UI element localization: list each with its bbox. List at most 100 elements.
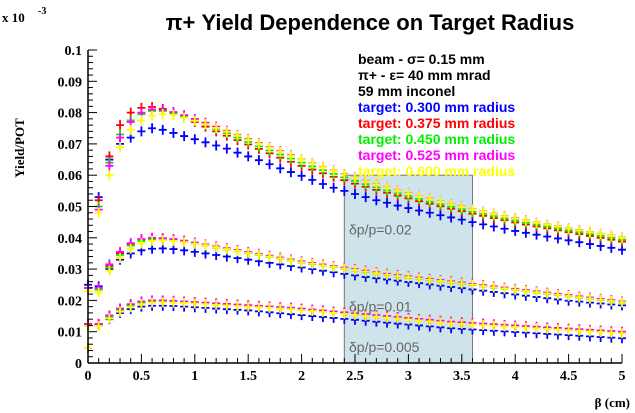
data-point	[148, 123, 157, 134]
data-point	[415, 191, 424, 202]
data-point	[564, 223, 573, 234]
data-point	[254, 249, 263, 260]
data-point	[169, 297, 178, 308]
series-2-4	[84, 297, 626, 339]
data-point	[521, 286, 530, 297]
data-point	[618, 297, 626, 308]
y-tick-label: 0.06	[58, 169, 83, 184]
data-point	[158, 109, 167, 120]
y-tick-label: 0.02	[58, 294, 83, 309]
band-label: δp/p=0.01	[349, 298, 412, 314]
data-point	[553, 221, 562, 232]
data-point	[404, 188, 413, 199]
data-point	[351, 309, 359, 320]
data-point	[489, 320, 498, 331]
data-point	[137, 115, 146, 126]
data-point	[436, 196, 445, 207]
data-point	[575, 292, 584, 303]
data-point	[222, 143, 231, 154]
data-point	[308, 306, 317, 317]
info-material: 59 mm inconel	[358, 83, 455, 99]
y-tick-label: 0.08	[58, 107, 83, 122]
data-point	[254, 138, 263, 149]
data-point	[105, 160, 114, 171]
data-point	[489, 221, 498, 232]
data-point	[137, 126, 146, 137]
data-point	[94, 287, 103, 298]
data-point	[361, 310, 370, 321]
data-point	[233, 130, 242, 141]
data-point	[511, 225, 520, 236]
data-point	[383, 312, 392, 323]
data-point	[265, 159, 274, 170]
data-point	[286, 255, 295, 266]
data-point	[575, 225, 584, 236]
data-point	[351, 265, 359, 276]
data-point	[105, 170, 114, 181]
data-point	[276, 303, 285, 314]
data-point	[351, 188, 359, 199]
data-point	[233, 245, 242, 256]
data-point	[596, 294, 605, 305]
x-tick-label: 3.5	[453, 369, 471, 384]
data-point	[318, 260, 327, 271]
data-point	[457, 214, 466, 225]
data-point	[383, 182, 392, 193]
legend-entry-0375: target: 0.375 mm radius	[358, 115, 515, 131]
data-point	[447, 277, 456, 288]
data-point	[201, 240, 210, 251]
y-tick-label: 0	[75, 357, 82, 372]
data-point	[190, 134, 199, 145]
data-point	[607, 327, 616, 338]
data-point	[404, 314, 413, 325]
data-point	[233, 147, 242, 158]
axes	[87, 49, 623, 364]
data-point	[383, 269, 392, 280]
data-point	[479, 219, 488, 230]
data-point	[436, 210, 445, 221]
data-point	[276, 163, 285, 174]
data-point	[116, 253, 125, 264]
data-point	[308, 258, 317, 269]
chart-title: π+ Yield Dependence on Target Radius	[166, 10, 575, 35]
data-point	[415, 205, 424, 216]
band-label: δp/p=0.02	[349, 222, 412, 238]
legend-entry-0525: target: 0.525 mm radius	[358, 147, 515, 163]
data-point	[543, 288, 552, 299]
data-point	[244, 134, 253, 145]
data-point	[329, 165, 338, 176]
data-point	[500, 283, 509, 294]
data-point	[393, 185, 402, 196]
data-point	[297, 257, 306, 268]
data-point	[318, 162, 327, 173]
data-point	[254, 155, 263, 166]
y-tick-label: 0.01	[58, 326, 83, 341]
legend-entry-0450: target: 0.450 mm radius	[358, 131, 515, 147]
legend: beam - σ= 0.15 mm π+ - ε= 40 mm mrad 59 …	[358, 51, 515, 179]
data-point	[116, 120, 125, 131]
data-point	[596, 229, 605, 240]
data-point	[180, 297, 189, 308]
band-label: δp/p=0.005	[349, 339, 420, 355]
data-point	[254, 302, 263, 313]
data-point	[329, 261, 338, 272]
data-point	[521, 322, 530, 333]
data-point	[457, 278, 466, 289]
data-point	[607, 230, 616, 241]
data-point	[479, 281, 488, 292]
data-point	[489, 209, 498, 220]
data-point	[286, 150, 295, 161]
data-point	[564, 291, 573, 302]
data-point	[169, 127, 178, 138]
data-point	[340, 308, 349, 319]
data-point	[276, 146, 285, 157]
y-tick-label: 0.05	[58, 201, 83, 216]
data-point	[201, 137, 210, 148]
x-tick-label: 2.5	[346, 369, 364, 384]
data-point	[244, 151, 253, 162]
data-point	[372, 311, 381, 322]
data-point	[105, 265, 114, 276]
y-multiplier: x 10	[2, 10, 25, 25]
y-tick-label: 0.09	[58, 75, 83, 90]
x-tick-label: 3	[405, 369, 412, 384]
